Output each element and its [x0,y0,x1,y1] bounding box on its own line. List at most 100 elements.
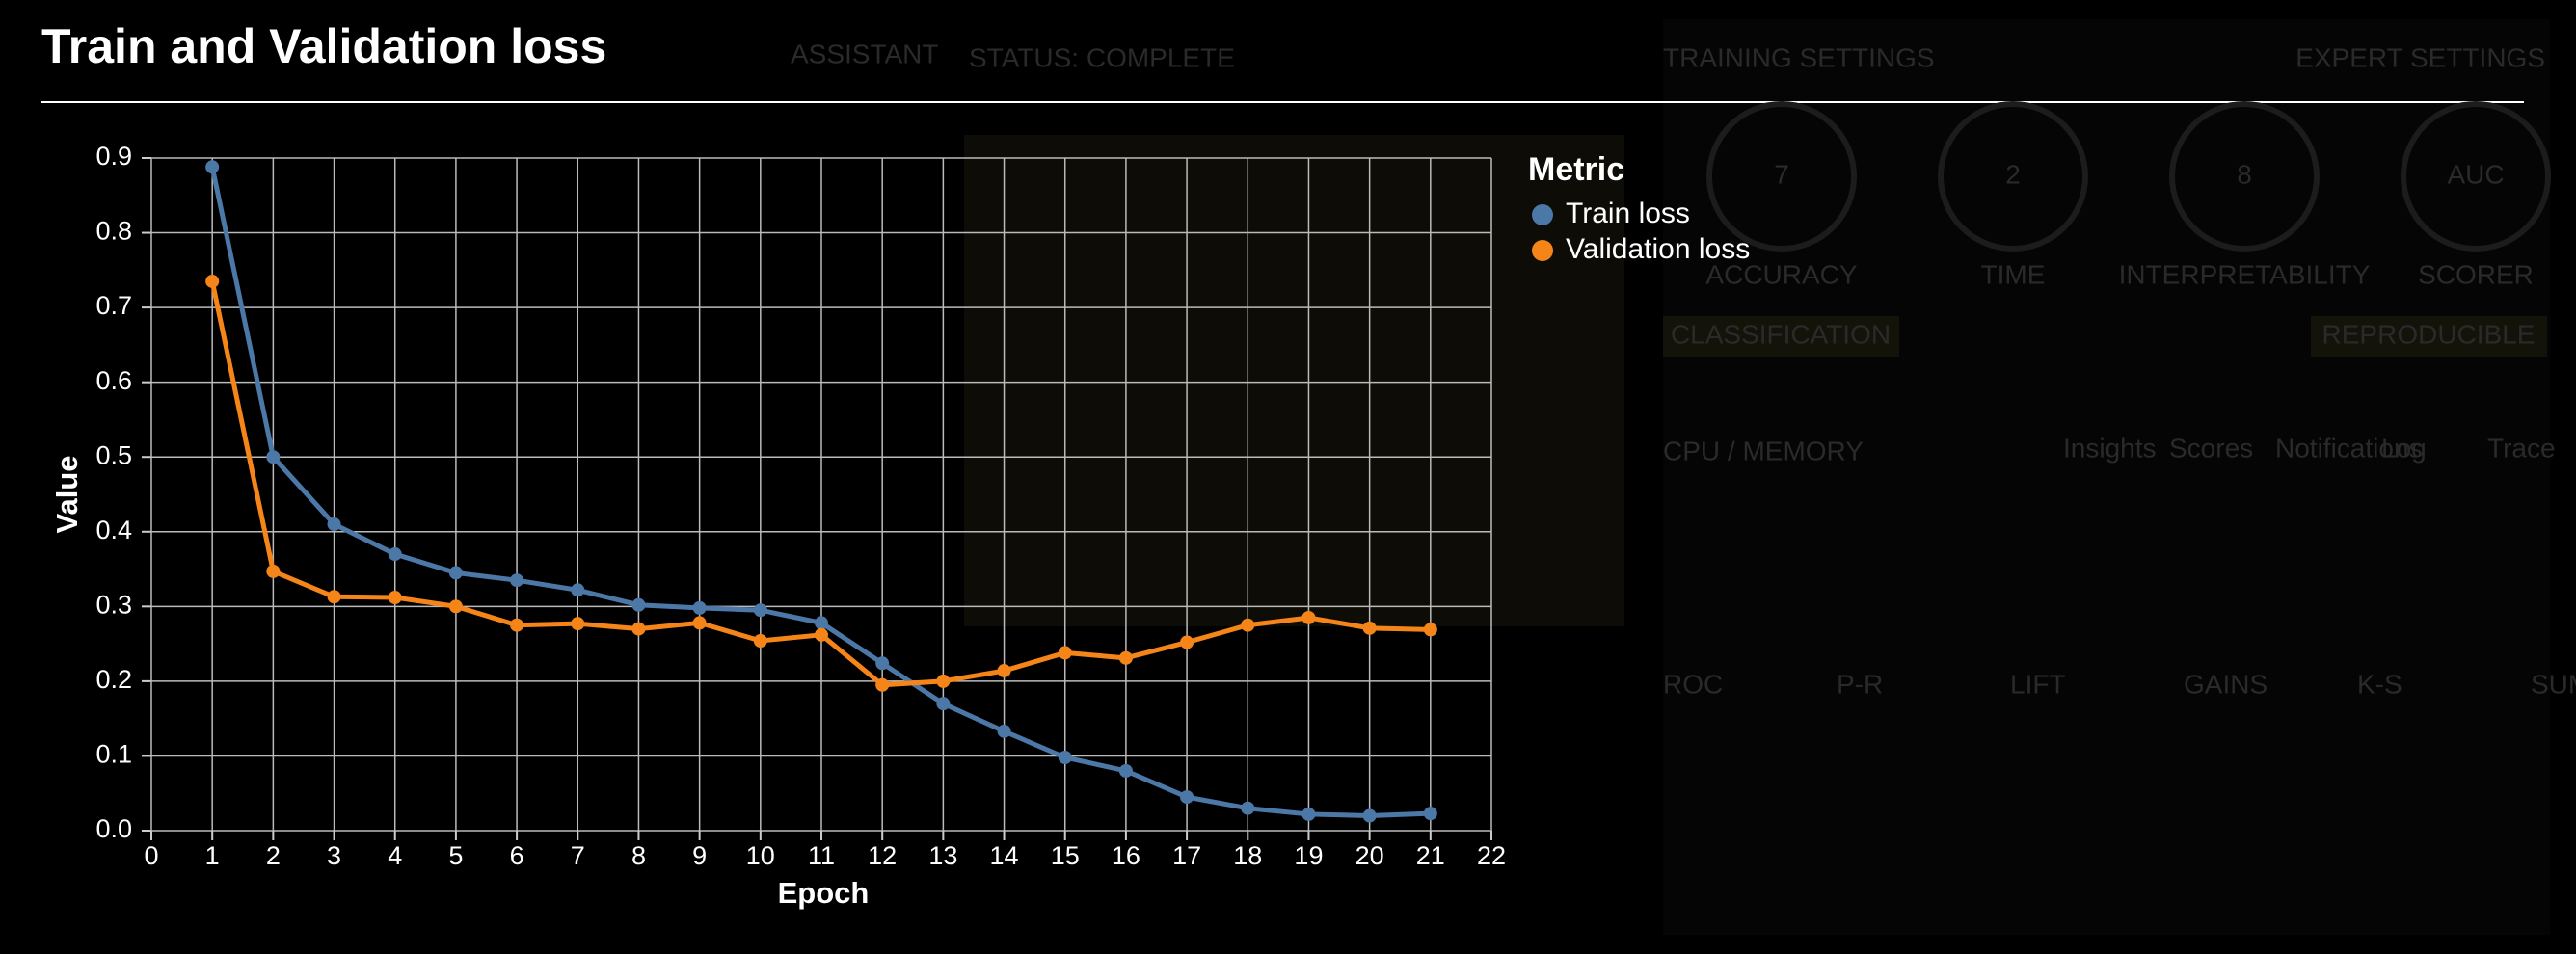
point [205,160,220,174]
badge [2311,316,2547,357]
point [815,616,828,630]
x-tick-label: 1 [205,841,220,870]
point [692,616,707,630]
dial-value: 2 [2005,159,2021,189]
y-tick-label: 0.2 [95,665,132,694]
point [388,591,402,605]
tab: Insights [2063,433,2157,463]
point [327,590,341,604]
x-tick-label: 3 [327,841,341,870]
dial-label: INTERPRETABILITY [2119,259,2371,289]
x-tick-label: 4 [388,841,402,870]
point [388,547,402,562]
dial-value: AUC [2447,159,2504,189]
x-tick-label: 2 [266,841,281,870]
point [753,603,767,618]
y-tick-label: 0.5 [95,440,132,469]
summary-tab: K-S [2357,669,2402,699]
y-tick-label: 0.4 [95,516,132,544]
point [997,664,1011,678]
point [1180,790,1194,805]
summary-tab: GAINS [2184,669,2267,699]
dial [1706,101,1857,252]
summary-tab: SUMMARY [2531,669,2576,699]
point [753,634,767,649]
x-tick-label: 19 [1294,841,1323,870]
x-tick-label: 11 [808,841,835,870]
x-tick-label: 13 [928,841,957,870]
x-tick-label: 6 [510,841,524,870]
point [692,600,707,615]
point [266,450,281,464]
point [448,599,463,614]
dial [1938,101,2088,252]
settings-panel [1663,19,2550,935]
legend-label: Train loss [1566,198,1690,229]
point [815,627,828,642]
badge [1663,316,1899,357]
x-tick-label: 0 [144,841,158,870]
point [1118,650,1133,665]
expert-settings: EXPERT SETTINGS [2295,42,2545,72]
chart-title: Train and Validation loss [41,19,606,73]
point [1301,807,1316,821]
point [936,674,951,688]
x-tick-label: 18 [1233,841,1262,870]
legend-swatch [1532,240,1553,261]
tab: Scores [2169,433,2253,463]
point [1241,618,1255,632]
x-tick-label: 20 [1355,841,1384,870]
point [1058,750,1072,764]
point [266,564,281,578]
x-tick-label: 17 [1172,841,1201,870]
point [510,618,524,632]
legend-swatch [1532,204,1553,225]
y-tick-label: 0.3 [95,590,132,619]
dial-value: 8 [2237,159,2252,189]
point [1362,808,1377,823]
summary-tab: ROC [1663,669,1723,699]
x-tick-label: 7 [571,841,585,870]
tab: Log [2381,433,2427,463]
point [1180,635,1194,649]
x-tick-label: 12 [868,841,897,870]
training-settings: TRAINING SETTINGS [1663,42,1935,72]
point [1362,621,1377,635]
point [631,622,646,636]
x-tick-label: 9 [692,841,707,870]
action-panel [964,135,1624,626]
point [875,677,890,692]
x-tick-label: 22 [1477,841,1506,870]
dial-label: TIME [1981,259,2046,289]
x-tick-label: 8 [631,841,646,870]
x-tick-label: 16 [1112,841,1140,870]
y-tick-label: 0.7 [95,291,132,320]
point [936,697,951,711]
point [1423,623,1437,637]
point [1241,801,1255,815]
badge-label: REPRODUCIBLE [2322,319,2536,349]
summary-tab: LIFT [2010,669,2066,699]
x-tick-label: 5 [448,841,463,870]
y-tick-label: 0.9 [95,142,132,171]
x-axis-label: Epoch [778,876,870,910]
dial [2401,101,2551,252]
point [1118,763,1133,778]
y-tick-label: 0.8 [95,217,132,246]
legend-label: Validation loss [1566,233,1750,265]
cpu-memory: CPU / MEMORY [1663,436,1864,465]
point [327,517,341,532]
point [571,583,585,597]
assistant-label: ASSISTANT [791,39,939,68]
x-tick-label: 21 [1416,841,1445,870]
point [1301,610,1316,624]
point [448,566,463,580]
y-tick-label: 0.0 [95,814,132,843]
tab: Notifications [2275,433,2423,463]
y-tick-label: 0.1 [95,740,132,769]
y-axis-label: Value [50,456,84,534]
summary-tab: P-R [1837,669,1883,699]
x-tick-label: 10 [746,841,775,870]
